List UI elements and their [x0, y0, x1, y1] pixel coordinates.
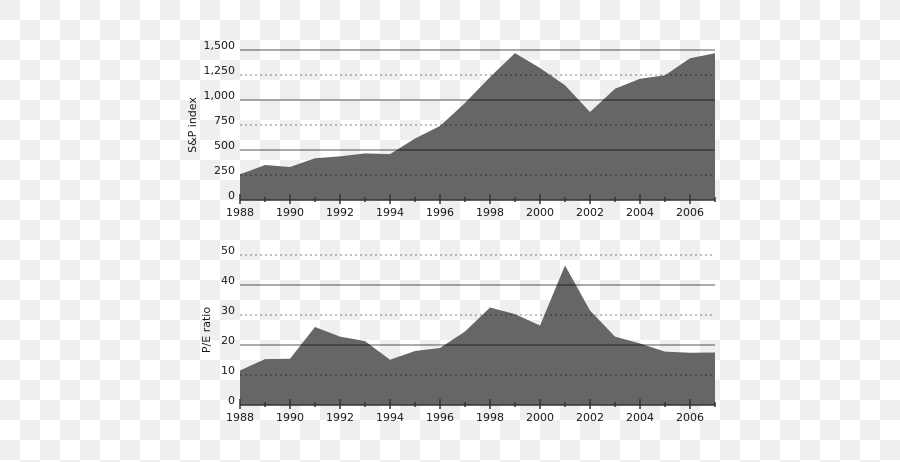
y-tick-label: 20	[221, 334, 235, 347]
x-tick-label: 2004	[626, 206, 654, 219]
x-tick-label: 1990	[276, 206, 304, 219]
y-tick-label: 40	[221, 274, 235, 287]
y-tick-label: 1,500	[204, 39, 236, 52]
x-tick-label: 1988	[226, 411, 254, 424]
x-tick-label: 2006	[676, 206, 704, 219]
y-tick-label: 30	[221, 304, 235, 317]
y-tick-label: 50	[221, 244, 235, 257]
x-tick-label: 2002	[576, 411, 604, 424]
sp-index-axis-title: S&P index	[186, 97, 199, 153]
x-tick-label: 1998	[476, 206, 504, 219]
x-tick-label: 1996	[426, 206, 454, 219]
x-tick-label: 1994	[376, 411, 404, 424]
x-tick-label: 1994	[376, 206, 404, 219]
x-tick-label: 1988	[226, 206, 254, 219]
y-tick-label: 1,250	[204, 64, 236, 77]
y-tick-label: 0	[228, 189, 235, 202]
pe-ratio-chart: 0 10 20 30 40 50 1988 1990 1992 1994 1996 1998 2000 2…	[200, 244, 716, 424]
y-tick-label: 10	[221, 364, 235, 377]
area-series	[240, 265, 715, 405]
x-tick-label: 1992	[326, 411, 354, 424]
x-tick-label: 1996	[426, 411, 454, 424]
x-tick-label: 1998	[476, 411, 504, 424]
y-tick-label: 0	[228, 394, 235, 407]
y-tick-label: 250	[214, 164, 235, 177]
sp-index-chart: 0 250 500 750 1,000 1,250 1,500 1988 1990 1992 199…	[186, 39, 716, 219]
x-tick-label: 2006	[676, 411, 704, 424]
x-tick-label: 2000	[526, 206, 554, 219]
y-tick-label: 1,000	[204, 89, 236, 102]
x-tick-label: 2000	[526, 411, 554, 424]
x-tick-label: 1990	[276, 411, 304, 424]
x-tick-label: 2004	[626, 411, 654, 424]
y-tick-label: 500	[214, 139, 235, 152]
x-tick-label: 1992	[326, 206, 354, 219]
x-tick-label: 2002	[576, 206, 604, 219]
y-tick-label: 750	[214, 114, 235, 127]
area-series	[240, 53, 715, 200]
pe-ratio-axis-title: P/E ratio	[200, 307, 213, 353]
